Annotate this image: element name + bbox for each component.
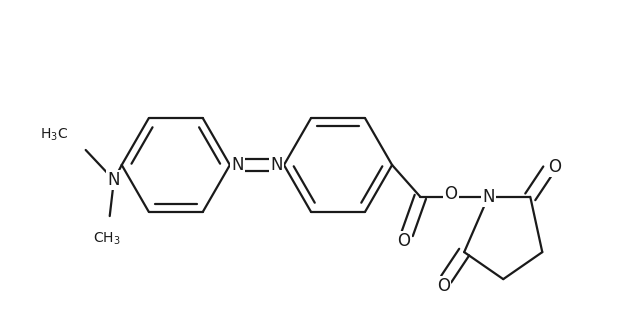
Text: O: O [548, 158, 561, 176]
Text: N: N [482, 188, 495, 206]
Text: CH$_3$: CH$_3$ [93, 231, 120, 248]
Text: O: O [436, 277, 450, 295]
Text: N: N [108, 171, 120, 189]
Text: O: O [444, 185, 458, 203]
Text: N: N [270, 156, 282, 174]
Text: H$_3$C: H$_3$C [40, 127, 68, 143]
Text: O: O [397, 232, 411, 250]
Text: N: N [232, 156, 244, 174]
